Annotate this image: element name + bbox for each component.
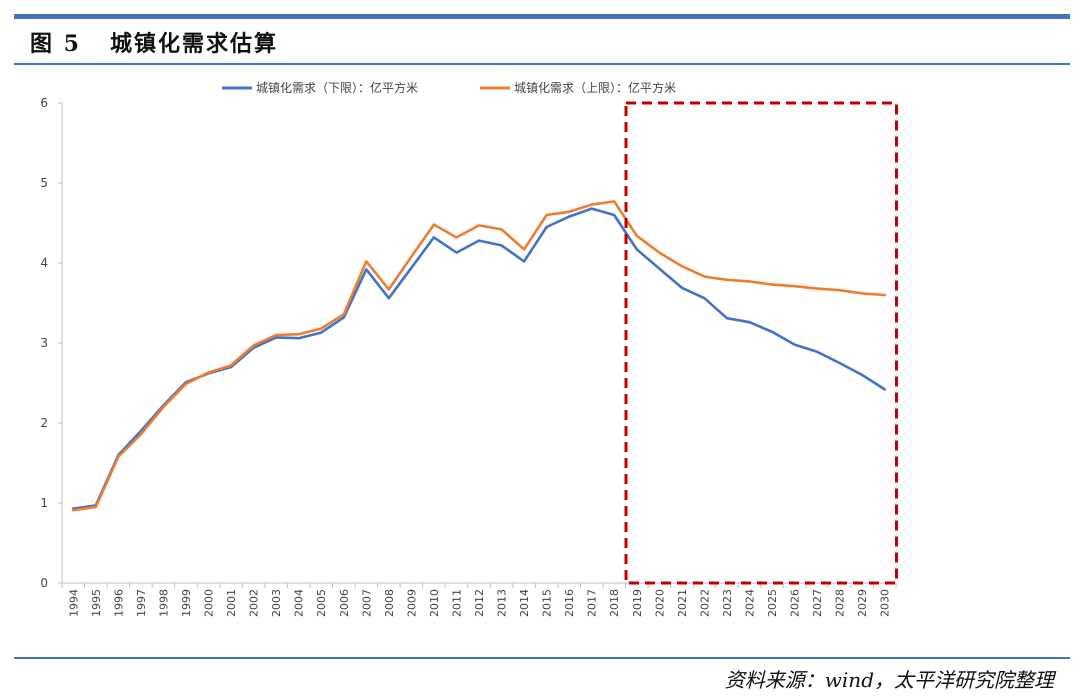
- x-tick-label: 1994: [67, 589, 80, 617]
- plot-area: [72, 101, 898, 585]
- x-tick-label: 1996: [112, 589, 125, 617]
- x-tick-label: 2015: [541, 589, 554, 617]
- x-tick-label: 2007: [360, 589, 373, 617]
- x-tick-label: 1999: [180, 589, 193, 617]
- x-tick-label: 2017: [586, 589, 599, 617]
- x-tick-label: 1995: [90, 589, 103, 617]
- x-tick-label: 2030: [879, 589, 892, 617]
- axes: 0 1 2 3 4 5 6 1994 1995 1996 1997 1998 1999 2000 2001 2…: [40, 96, 897, 617]
- x-tick-label: 2021: [676, 589, 689, 617]
- figure-title-text: 城镇化需求估算: [109, 31, 278, 57]
- figure-label: 图 5: [30, 31, 81, 57]
- x-tick-label: 2003: [270, 589, 283, 617]
- x-tick-label: 2008: [383, 589, 396, 617]
- y-tick-label: 0: [40, 576, 48, 590]
- x-tick-label: 2016: [563, 589, 576, 617]
- x-tick-label: 2011: [450, 589, 463, 617]
- x-tick-label: 2018: [608, 589, 621, 617]
- x-tick-label: 2028: [834, 589, 847, 617]
- y-tick-label: 5: [40, 176, 48, 190]
- x-tick-label: 2012: [473, 589, 486, 617]
- x-tick-label: 2025: [766, 589, 779, 617]
- x-tick-label: 2000: [203, 589, 216, 617]
- x-tick-label: 2002: [248, 589, 261, 617]
- y-tick-label: 3: [40, 336, 48, 350]
- footer-rule: [14, 657, 1070, 659]
- x-tick-label: 2020: [653, 589, 666, 617]
- x-tick-label: 2010: [428, 589, 441, 617]
- x-tick-label: 1998: [157, 589, 170, 617]
- y-tick-label: 4: [40, 256, 48, 270]
- x-tick-label: 2024: [743, 589, 756, 617]
- x-tick-label: 2001: [225, 589, 238, 617]
- x-tick-label: 2009: [405, 589, 418, 617]
- series-upper-line: [72, 200, 887, 512]
- series-lower-line: [72, 207, 887, 510]
- forecast-highlight-box: [624, 101, 898, 585]
- source-note: 资料来源：wind，太平洋研究院整理: [724, 668, 1054, 692]
- x-tick-label: 2029: [856, 589, 869, 617]
- x-tick-label: 2022: [698, 589, 711, 617]
- top-rule: [14, 14, 1070, 19]
- y-tick-label: 2: [40, 416, 48, 430]
- x-tick-label: 2019: [631, 589, 644, 617]
- y-tick-label: 6: [40, 96, 48, 110]
- x-tick-label: 2013: [496, 589, 509, 617]
- legend-label-upper: 城镇化需求（上限）：亿平方米: [514, 80, 676, 95]
- y-tick-label: 1: [40, 496, 48, 510]
- header-rule: [14, 63, 1070, 65]
- x-tick-label: 2014: [518, 589, 531, 617]
- x-tick-label: 2023: [721, 589, 734, 617]
- legend: 城镇化需求（下限）：亿平方米 城镇化需求（上限）：亿平方米: [222, 80, 676, 95]
- x-tick-label: 2026: [789, 589, 802, 617]
- legend-label-lower: 城镇化需求（下限）：亿平方米: [256, 80, 418, 95]
- line-chart: 0 1 2 3 4 5 6 1994 1995 1996 1997 1998 1999 2000 2001 2…: [40, 80, 898, 617]
- x-tick-label: 2006: [338, 589, 351, 617]
- figure-title: 图 5 城镇化需求估算: [30, 26, 278, 58]
- x-tick-label: 2005: [315, 589, 328, 617]
- x-tick-label: 2004: [293, 589, 306, 617]
- x-tick-label: 1997: [135, 589, 148, 617]
- x-tick-label: 2027: [811, 589, 824, 617]
